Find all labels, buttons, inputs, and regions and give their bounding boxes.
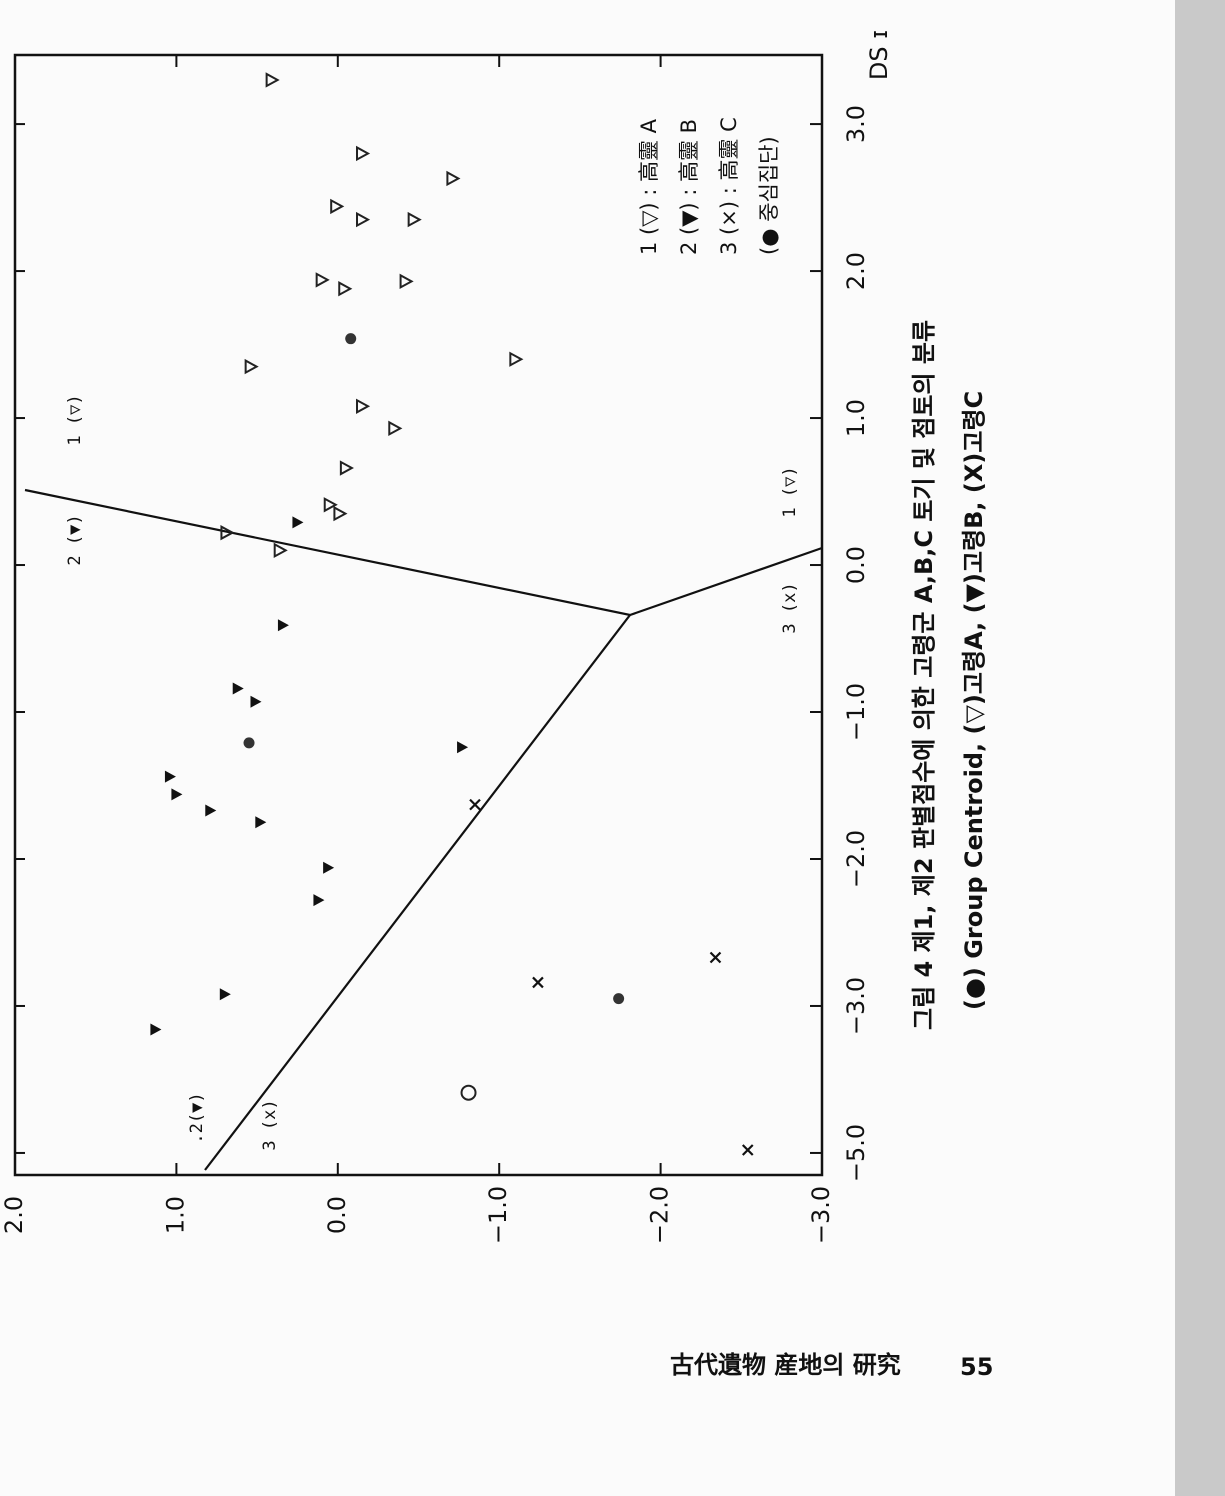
x-tick-label: −3.0: [842, 977, 870, 1035]
point: [356, 211, 371, 228]
page-edge: [1175, 0, 1225, 1496]
legend-entry: 1 (▽) : 高靈 A: [637, 118, 661, 255]
footer-title: 古代遺物 産地의 研究: [670, 1351, 901, 1379]
point: [219, 988, 231, 1001]
y-tick-label: −1.0: [484, 1186, 512, 1244]
x-tick-label: 3.0: [842, 105, 870, 143]
caption: 그림 4 제1, 제2 판별점수에 의한 고령군 A,B,C 토기 및 점토의 …: [910, 320, 938, 1030]
point: [244, 358, 259, 375]
x-tick-label: 0.0: [842, 546, 870, 584]
point: [338, 281, 353, 297]
region-label: .2(▼): [187, 1092, 207, 1143]
legend-entry: 3 (×) : 高靈 C: [717, 117, 741, 255]
point: [220, 525, 235, 541]
point: [255, 816, 267, 829]
point: [457, 741, 469, 754]
point: [292, 516, 304, 529]
y-tick-label: 0.0: [323, 1196, 351, 1234]
caption: (●) Group Centroid, (▽)고령A, (▼)고령B, (X)고…: [960, 391, 988, 1010]
y-tick-label: −3.0: [807, 1186, 835, 1244]
point: [150, 1023, 162, 1036]
point: [388, 420, 403, 437]
x-tick-label: 2.0: [842, 252, 870, 290]
region-label: 3 (x): [260, 1099, 280, 1150]
point: [356, 145, 371, 162]
y-tick-label: −2.0: [646, 1186, 674, 1244]
point: [277, 619, 289, 632]
centroid: [613, 993, 625, 1005]
point: [315, 272, 330, 288]
centroid: [345, 333, 357, 345]
point: [407, 211, 422, 228]
point: [509, 351, 524, 367]
point: [313, 894, 325, 907]
y-tick-label: 1.0: [161, 1196, 189, 1234]
plot-frame: [13, 53, 824, 1177]
point: [399, 273, 414, 290]
point: [164, 770, 176, 783]
x-axis-title: DS ɪ: [865, 30, 893, 80]
boundary-line: [204, 614, 631, 1171]
point: [339, 460, 354, 476]
point: [709, 951, 722, 964]
region-label: 3 (x): [780, 582, 800, 633]
region-label: 1 (▽): [65, 394, 85, 445]
point: [205, 804, 217, 817]
point: [741, 1144, 754, 1156]
region-label: 1 (▽): [780, 466, 800, 517]
point: [265, 72, 280, 88]
point: [330, 198, 345, 215]
centroid: [243, 737, 255, 749]
point: [323, 861, 335, 874]
point: [323, 497, 338, 513]
x-tick-label: −5.0: [842, 1124, 870, 1182]
legend-entry: (● 중심집단): [757, 136, 781, 255]
x-tick-label: 1.0: [842, 399, 870, 437]
region-label: 2 (▼): [65, 514, 85, 565]
point: [273, 542, 288, 559]
x-tick-label: −2.0: [842, 830, 870, 888]
boundary-line: [24, 488, 823, 617]
point: [469, 798, 481, 811]
point: [250, 695, 262, 708]
y-tick-label: 2.0: [0, 1196, 28, 1234]
page-number: 55: [960, 1353, 993, 1381]
point: [532, 976, 544, 989]
legend-entry: 2 (▼) : 高靈 B: [677, 119, 701, 255]
point: [460, 1084, 477, 1101]
point: [446, 170, 461, 187]
x-tick-label: −1.0: [842, 683, 870, 741]
point: [333, 505, 348, 522]
point: [232, 682, 244, 695]
point: [171, 788, 183, 801]
point: [356, 398, 371, 414]
